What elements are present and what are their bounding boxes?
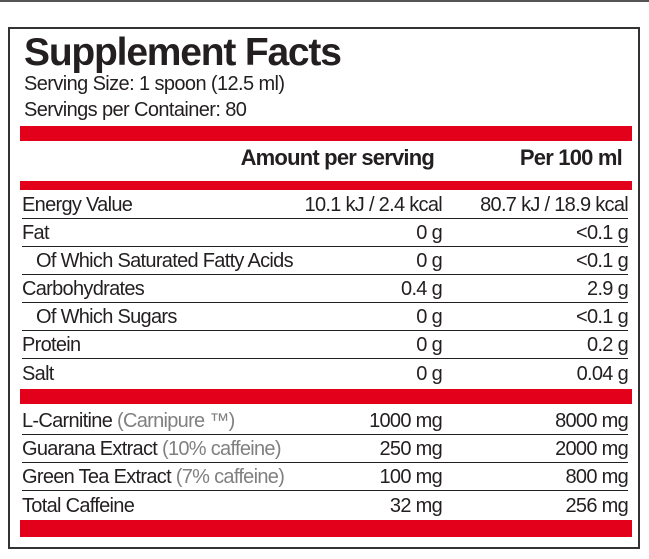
- row-label: Total Caffeine: [22, 495, 135, 517]
- red-divider: [20, 520, 632, 537]
- row-label: Of Which Sugars: [36, 306, 177, 328]
- row-label: Green Tea Extract (7% caffeine): [22, 466, 285, 488]
- amount-per-serving: 0 g: [416, 222, 442, 244]
- amount-per-100ml: 2000 mg: [555, 438, 629, 460]
- amount-per-100ml: 0.04 g: [576, 363, 629, 385]
- table-row: Of Which Saturated Fatty Acids 0 g <0.1 g: [22, 247, 629, 275]
- supplement-facts-panel: Supplement Facts Serving Size: 1 spoon (…: [8, 27, 640, 549]
- amount-per-100ml: <0.1 g: [576, 306, 629, 328]
- amount-per-serving: 32 mg: [389, 495, 443, 517]
- red-divider: [20, 181, 632, 190]
- table-row: Of Which Sugars 0 g <0.1 g: [22, 303, 629, 331]
- amount-per-100ml: 256 mg: [565, 495, 628, 517]
- table-row: L-Carnitine (Carnipure ™) 1000 mg 8000 mg: [22, 407, 629, 435]
- serving-size: Serving Size: 1 spoon (12.5 ml): [24, 73, 285, 95]
- amount-per-100ml: 0.2 g: [587, 334, 629, 356]
- row-label: Energy Value: [22, 194, 133, 216]
- amount-per-100ml: <0.1 g: [576, 250, 629, 272]
- amount-per-serving: 0 g: [416, 306, 442, 328]
- table-row: Total Caffeine 32 mg 256 mg: [22, 491, 629, 519]
- top-divider: [0, 0, 649, 2]
- row-label: Guarana Extract (10% caffeine): [22, 438, 281, 460]
- amount-per-100ml: 80.7 kJ / 18.9 kcal: [480, 194, 629, 216]
- amount-per-serving: 1000 mg: [369, 410, 443, 432]
- per-100ml-header: Per 100 ml: [519, 145, 623, 170]
- amount-per-serving-header: Amount per serving: [240, 145, 435, 170]
- red-divider: [20, 389, 632, 404]
- amount-per-serving: 0 g: [416, 363, 442, 385]
- table-row: Salt 0 g 0.04 g: [22, 359, 629, 387]
- amount-per-serving: 100 mg: [379, 466, 442, 488]
- table-row: Green Tea Extract (7% caffeine) 100 mg 800…: [22, 463, 629, 491]
- amount-per-serving: 10.1 kJ / 2.4 kcal: [304, 194, 443, 216]
- row-note: (Carnipure ™): [116, 410, 235, 432]
- servings-per-container: Servings per Container: 80: [24, 99, 247, 121]
- amount-per-serving: 0.4 g: [401, 278, 443, 300]
- amount-per-100ml: 800 mg: [565, 466, 628, 488]
- row-note: (10% caffeine): [162, 438, 281, 460]
- row-label: Fat: [22, 222, 49, 244]
- table-row: Fat 0 g <0.1 g: [22, 219, 629, 247]
- row-label: Carbohydrates: [22, 278, 145, 300]
- panel-title: Supplement Facts: [24, 31, 342, 74]
- table-row: Guarana Extract (10% caffeine) 250 mg 2000…: [22, 435, 629, 463]
- table-row: Carbohydrates 0.4 g 2.9 g: [22, 275, 629, 303]
- amount-per-100ml: 8000 mg: [555, 410, 629, 432]
- amount-per-100ml: 2.9 g: [587, 278, 629, 300]
- row-label: Salt: [22, 363, 54, 385]
- amount-per-100ml: <0.1 g: [576, 222, 629, 244]
- amount-per-serving: 250 mg: [379, 438, 442, 460]
- amount-per-serving: 0 g: [416, 250, 442, 272]
- amount-per-serving: 0 g: [416, 334, 442, 356]
- table-row: Energy Value 10.1 kJ / 2.4 kcal 80.7 kJ / …: [22, 191, 629, 219]
- table-row: Protein 0 g 0.2 g: [22, 331, 629, 359]
- row-note: (7% caffeine): [175, 466, 285, 488]
- row-label: Protein: [22, 334, 81, 356]
- red-divider: [20, 126, 632, 141]
- row-label: Of Which Saturated Fatty Acids: [36, 250, 294, 272]
- row-label: L-Carnitine (Carnipure ™): [22, 410, 235, 432]
